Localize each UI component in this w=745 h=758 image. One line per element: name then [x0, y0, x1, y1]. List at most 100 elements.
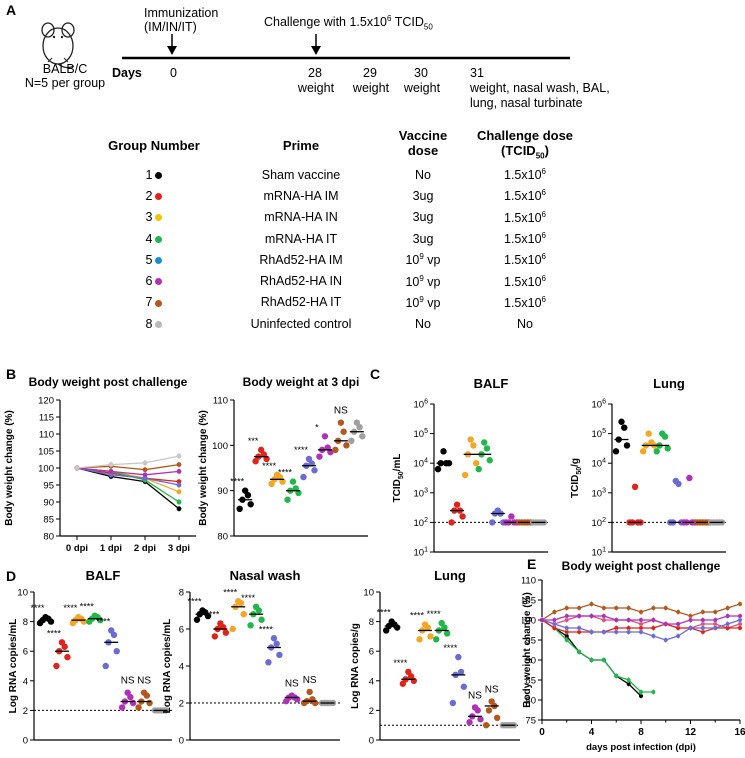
data-point — [564, 618, 569, 622]
data-point — [626, 678, 631, 682]
y-tick-label: 110 — [39, 430, 54, 441]
y-tick-label: 95 — [525, 636, 536, 647]
data-point — [343, 442, 350, 449]
data-point — [257, 446, 265, 454]
header-prime: Prime — [282, 138, 320, 153]
data-point — [129, 699, 137, 707]
data-point — [416, 636, 423, 643]
data-point — [332, 446, 339, 454]
day-29: 29 — [363, 66, 377, 80]
y-tick-label: 100 — [212, 441, 228, 452]
group-color-dot — [155, 214, 163, 222]
data-point — [472, 460, 480, 467]
data-point — [651, 606, 656, 610]
challenge-label: Challenge with 1.5x106 TCID50 — [264, 14, 433, 32]
data-point — [601, 630, 606, 634]
data-point — [725, 606, 730, 610]
data-point — [577, 606, 582, 610]
data-point — [601, 614, 606, 618]
significance-label: **** — [393, 658, 408, 668]
series-line — [76, 467, 180, 476]
data-point — [663, 638, 668, 642]
y-tick-label: 106 — [414, 399, 429, 411]
series-line — [76, 467, 180, 486]
data-point — [58, 639, 66, 646]
data-point — [577, 626, 582, 630]
data-point — [470, 442, 477, 449]
data-point — [614, 674, 619, 678]
y-tick-label: 2 — [369, 706, 374, 717]
data-point — [142, 467, 148, 473]
chart-title: Body weight post challenge — [562, 559, 721, 573]
data-point — [108, 469, 114, 474]
group-row: 1 Sham vaccine No 1.5x106 — [145, 167, 546, 183]
data-point — [289, 478, 297, 485]
immunization-label: Immunization — [144, 6, 219, 20]
data-point — [108, 462, 114, 467]
data-point — [306, 688, 313, 696]
data-point — [653, 448, 660, 455]
data-point — [193, 616, 201, 623]
y-tick-label: 104 — [592, 458, 607, 470]
data-point — [601, 606, 606, 610]
data-point — [738, 602, 742, 606]
y-tick-label: 102 — [414, 517, 429, 529]
series-line — [76, 455, 180, 469]
y-tick-label: 115 — [39, 413, 54, 424]
data-point — [485, 707, 493, 714]
panel-label-b: B — [6, 366, 17, 382]
y-tick-label: 75 — [525, 716, 536, 727]
x-axis-label: days post infection (dpi) — [586, 742, 696, 753]
data-point — [489, 519, 496, 526]
data-point — [663, 622, 668, 626]
y-tick-label: 4 — [23, 676, 28, 687]
significance-label: **** — [410, 611, 425, 621]
chart-body-weight-3dpi: Body weight at 3 dpi 80 90 100 110 Body weigh… — [198, 375, 368, 543]
data-point — [589, 658, 594, 662]
data-point — [564, 630, 569, 634]
data-point — [102, 662, 109, 670]
data-point — [340, 428, 347, 435]
series-line — [76, 463, 180, 471]
y-tick-label: 0 — [369, 736, 374, 747]
data-point — [142, 475, 148, 481]
data-point — [42, 613, 49, 621]
data-point — [311, 467, 318, 474]
data-point — [688, 618, 693, 622]
data-point — [564, 634, 569, 638]
data-point — [552, 622, 557, 626]
day-31-note-2: lung, nasal turbinate — [470, 96, 583, 110]
significance-label: **** — [205, 609, 220, 619]
significance-label: NS — [121, 676, 135, 687]
y-tick-label: 101 — [414, 547, 429, 559]
significance-label: **** — [80, 602, 95, 612]
y-tick-label: 100 — [38, 464, 54, 475]
data-point — [639, 694, 643, 698]
data-point — [211, 633, 219, 640]
data-point — [589, 630, 594, 634]
data-point — [676, 622, 681, 626]
data-point — [589, 602, 594, 606]
significance-label: **** — [377, 608, 392, 618]
x-tick-label: 3 dpi — [168, 543, 190, 554]
group-row: 8 Uninfected control No No — [145, 316, 533, 331]
group-color-dot — [155, 171, 163, 179]
data-point — [440, 448, 447, 455]
significance-label: **** — [443, 643, 458, 653]
data-point — [481, 439, 488, 446]
significance-label: **** — [30, 603, 45, 613]
data-point — [686, 474, 693, 482]
data-point — [488, 698, 495, 705]
data-point — [265, 659, 272, 666]
data-point — [651, 690, 656, 694]
data-point — [459, 513, 466, 520]
data-point — [434, 465, 442, 473]
data-point — [432, 636, 440, 643]
data-point — [645, 430, 652, 437]
panel-label-a: A — [6, 2, 17, 18]
data-point — [236, 505, 243, 512]
y-axis-label: Body weight change (%) — [4, 410, 15, 526]
y-tick-label: 103 — [592, 487, 607, 499]
data-point — [124, 689, 131, 696]
